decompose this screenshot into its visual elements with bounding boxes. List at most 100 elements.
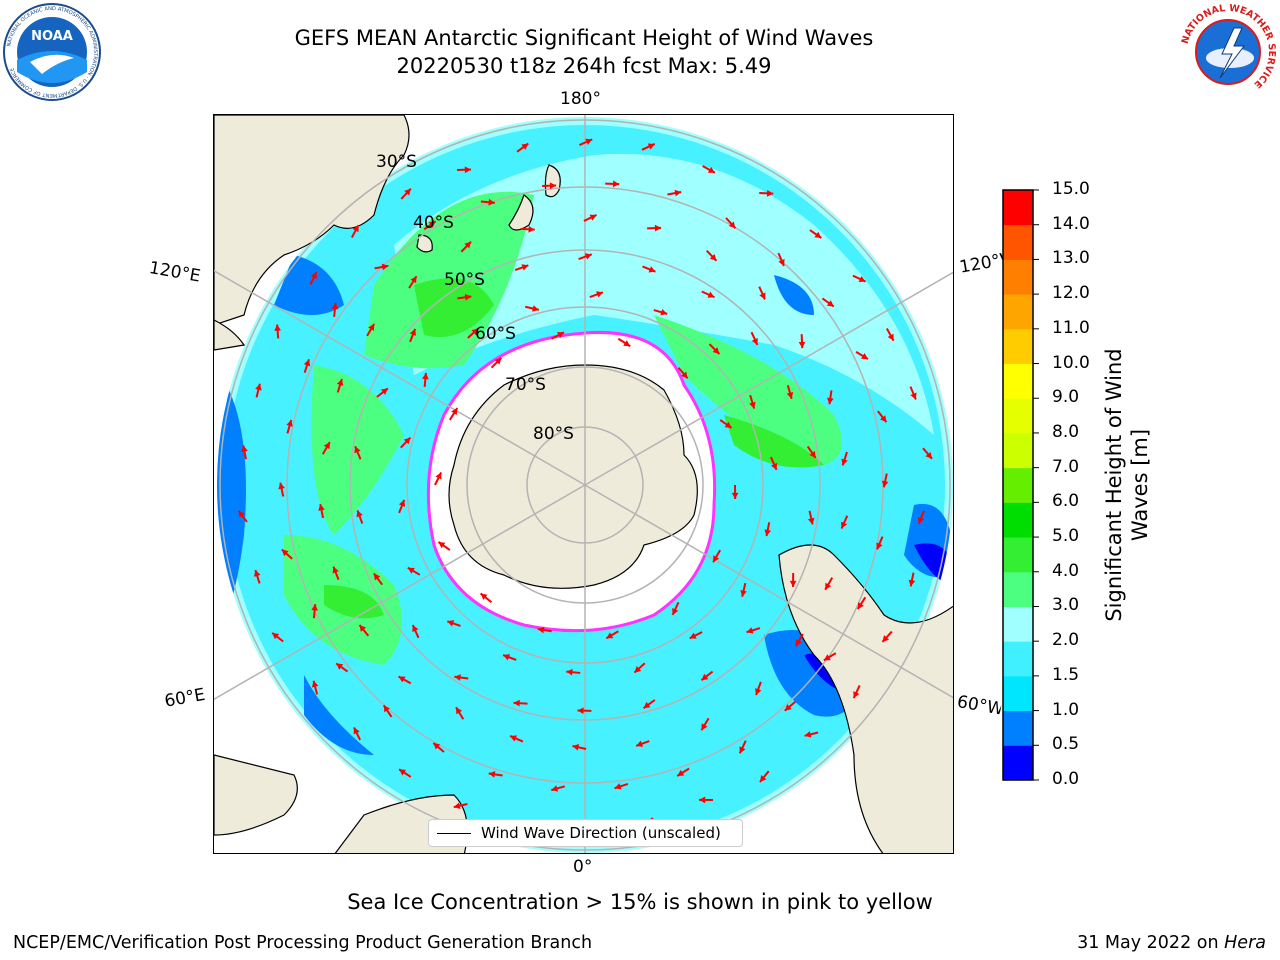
wave-arrow-head xyxy=(356,510,363,518)
wave-arrow-head xyxy=(403,437,411,445)
chart-title-line2: 20220530 t18z 264h fcst Max: 5.49 xyxy=(396,54,772,78)
colorbar-segment xyxy=(1003,259,1033,295)
colorbar-segment xyxy=(1003,502,1033,538)
wave-arrow-head xyxy=(336,379,344,386)
colorbar-tick-label: 5.0 xyxy=(1052,526,1080,547)
colorbar-tick-label: 13.0 xyxy=(1052,248,1090,269)
wave-arrow-head xyxy=(272,632,280,640)
colorbar-segment xyxy=(1003,467,1033,503)
meridian-line xyxy=(584,484,953,699)
colorbar-segment xyxy=(1003,432,1033,469)
wave-arrow-head xyxy=(398,499,406,507)
wave-arrow-head xyxy=(795,639,802,647)
wave-arrow-head xyxy=(241,445,248,453)
wave-arrow-head xyxy=(488,771,496,778)
wave-arrow-head xyxy=(572,744,580,751)
wave-arrow-head xyxy=(380,388,388,395)
polar-map: Wind Wave Direction (unscaled) xyxy=(213,114,954,854)
wave-arrow-head xyxy=(323,442,330,450)
wave-arrow-head xyxy=(464,294,472,301)
wave-arrow-head xyxy=(807,517,815,525)
wave-arrow-head xyxy=(707,291,715,298)
wave-arrow-head xyxy=(880,415,887,423)
wave-arrow-head xyxy=(435,472,442,480)
wave-arrow-head xyxy=(528,225,535,233)
wave-arrow-head xyxy=(488,198,495,206)
wave-arrow-head xyxy=(433,742,441,750)
wave-arrow-head xyxy=(764,529,771,537)
wave-arrow-head xyxy=(746,627,754,634)
wave-arrow-head xyxy=(368,323,375,331)
colorbar-tick-label: 1.5 xyxy=(1052,664,1080,685)
meridian-line xyxy=(214,269,586,486)
wave-arrow-head xyxy=(352,225,359,233)
wave-arrow-head xyxy=(925,451,932,459)
wave-arrow-head xyxy=(537,626,545,634)
wave-arrow-head xyxy=(471,328,479,336)
wave-arrow-head xyxy=(778,259,785,266)
lat-label-80s: 80°S xyxy=(533,424,574,444)
wave-arrow-head xyxy=(254,570,261,577)
wave-arrow-head xyxy=(585,138,593,145)
colorbar-tick-label: 3.0 xyxy=(1052,595,1080,616)
wave-arrow-head xyxy=(759,292,766,300)
wave-arrow-head xyxy=(480,593,488,600)
wave-arrow-head xyxy=(510,735,518,742)
wave-arrow-head xyxy=(853,691,860,699)
wave-arrow-head xyxy=(407,567,415,574)
colorbar-tick-label: 12.0 xyxy=(1052,283,1090,304)
wave-arrow-head xyxy=(404,188,411,196)
wave-arrow-head xyxy=(707,166,715,173)
lon-label-0: 0° xyxy=(573,857,593,877)
wave-arrow-head xyxy=(709,254,717,261)
wave-arrow-head xyxy=(255,383,262,391)
wave-arrow-head xyxy=(453,802,461,810)
wave-arrow-head xyxy=(410,276,417,284)
wave-arrow-head xyxy=(551,785,559,792)
wave-arrow-head xyxy=(826,397,834,405)
wave-arrow-head xyxy=(332,566,339,574)
wave-arrow-head xyxy=(786,391,794,399)
colorbar-tick-label: 14.0 xyxy=(1052,213,1090,234)
colorbar-tick-label: 11.0 xyxy=(1052,317,1090,338)
colorbar-segment xyxy=(1003,710,1033,746)
colorbar-tick-label: 1.0 xyxy=(1052,699,1080,720)
wave-arrow-head xyxy=(857,602,864,610)
colorbar-segment xyxy=(1003,294,1033,330)
colorbar-tick-label: 15.0 xyxy=(1052,179,1090,199)
wave-arrow-head xyxy=(412,624,419,632)
footer-host: Hera xyxy=(1224,933,1266,953)
wave-arrow-head xyxy=(286,419,293,427)
wave-arrow-head xyxy=(383,705,390,713)
wave-arrow-head xyxy=(654,224,662,232)
sea-ice-note: Sea Ice Concentration > 15% is shown in … xyxy=(347,890,933,914)
wave-arrow-head xyxy=(910,392,917,400)
graticule xyxy=(214,115,953,853)
wave-arrow-head xyxy=(399,769,407,776)
wave-arrow-head xyxy=(614,783,622,790)
footer-date-text: 31 May 2022 on xyxy=(1077,933,1225,953)
wave-arrow-head xyxy=(770,462,778,470)
wave-arrow-head xyxy=(755,688,762,696)
wave-arrow-head xyxy=(278,482,285,490)
wave-arrow-head xyxy=(882,635,890,642)
colorbar-segment xyxy=(1003,537,1033,573)
map-canvas xyxy=(214,115,953,853)
wave-arrow-head xyxy=(887,333,894,341)
wave-arrow-head xyxy=(381,263,389,271)
meridian-line xyxy=(214,484,586,701)
nws-logo: NATIONAL WEATHER SERVICE xyxy=(1180,3,1277,100)
wave-arrow-head xyxy=(336,663,344,670)
wave-arrow-head xyxy=(428,221,436,228)
wave-arrow-head xyxy=(840,521,848,529)
wave-arrow-head xyxy=(636,740,644,747)
wave-arrow-head xyxy=(766,190,774,197)
noaa-logo: NOAA NATIONAL OCEANIC AND ATMOSPHERIC AD… xyxy=(3,3,101,101)
wave-arrow-head xyxy=(549,182,557,190)
colorbar-segment xyxy=(1003,641,1033,677)
wave-arrow-head xyxy=(647,143,655,150)
colorbar-segment xyxy=(1003,571,1033,607)
lat-label-40s: 40°S xyxy=(413,213,454,233)
wave-arrow-head xyxy=(589,214,597,221)
colorbar-segment xyxy=(1003,328,1033,365)
